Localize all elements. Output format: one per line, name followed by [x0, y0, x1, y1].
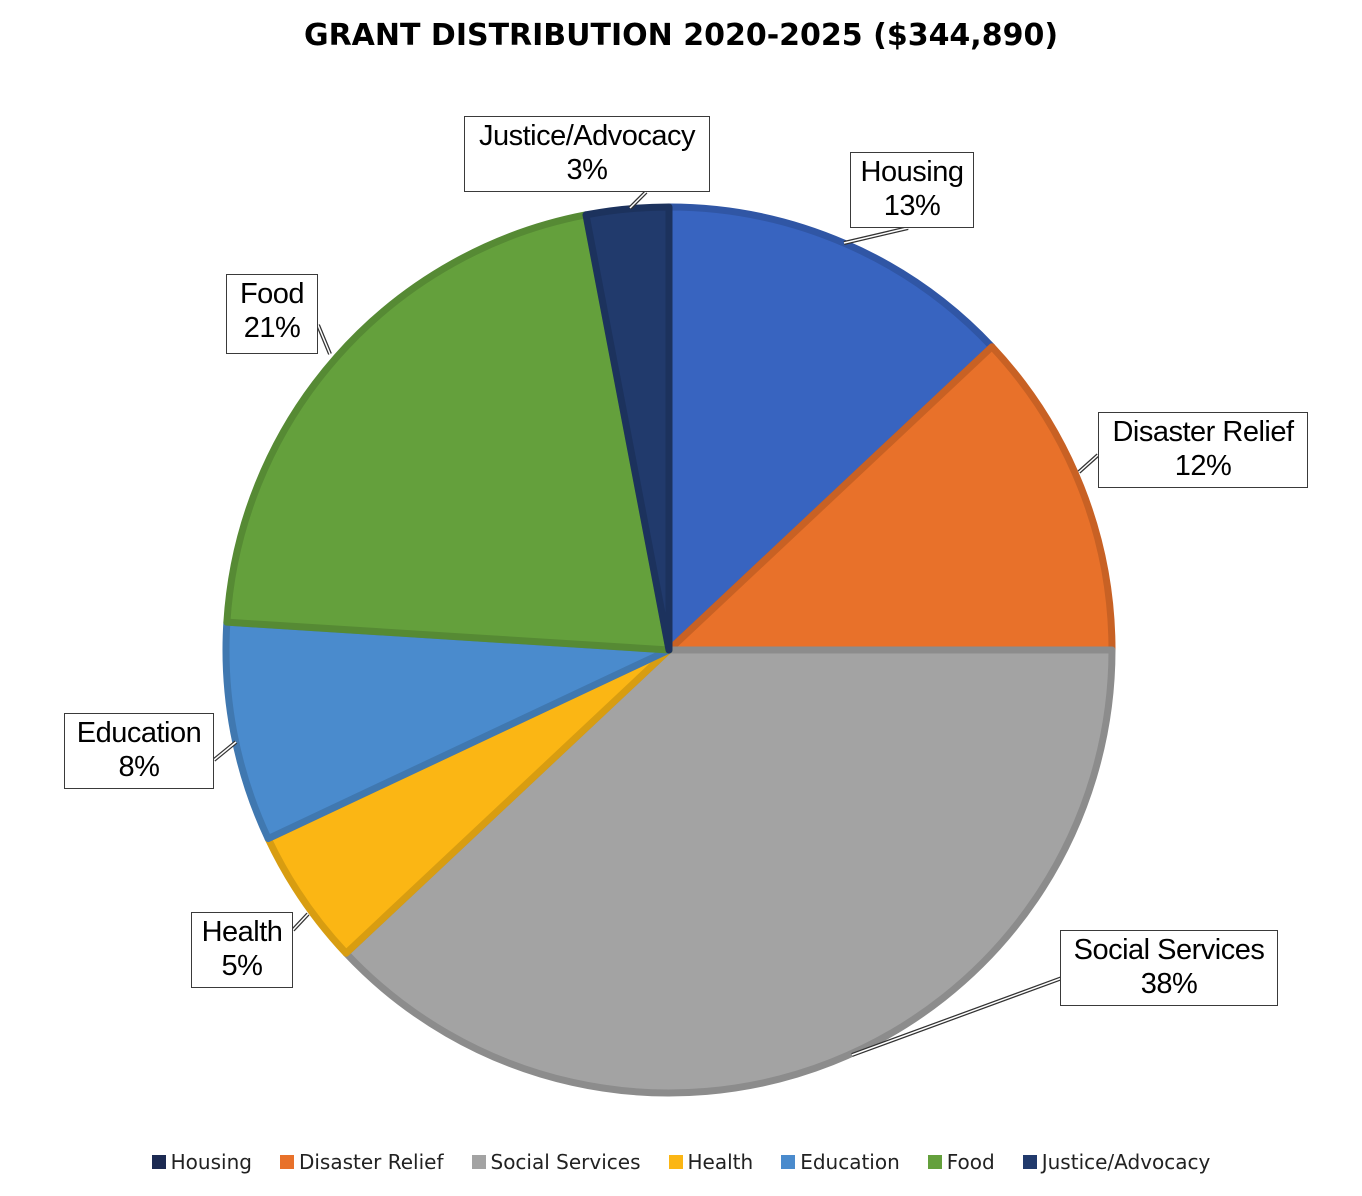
pie-slice-justice-advocacy	[582, 203, 673, 654]
callout-social-services-label: Social Services	[1073, 934, 1265, 966]
legend-label: Disaster Relief	[298, 1150, 444, 1174]
legend-label: Health	[687, 1150, 754, 1174]
callout-education-label: Education	[76, 717, 202, 749]
callout-justice-advocacy: Justice/Advocacy 3%	[464, 116, 710, 192]
chart-title: GRANT DISTRIBUTION 2020-2025 ($344,890)	[303, 18, 1059, 53]
pie-slice-food	[223, 211, 673, 654]
callout-housing-label: Housing	[860, 156, 964, 188]
legend-label: Social Services	[490, 1150, 641, 1174]
legend-item-justice-advocacy: Justice/Advocacy	[1022, 1150, 1211, 1174]
legend-label: Education	[800, 1150, 900, 1174]
leader-line-education	[213, 741, 237, 761]
legend-item-education: Education	[781, 1150, 900, 1174]
chart-legend: Housing Disaster Relief Social Services …	[0, 1150, 1362, 1174]
leader-line-food	[317, 324, 331, 355]
legend-swatch	[279, 1155, 294, 1169]
legend-swatch	[668, 1155, 683, 1169]
legend-swatch	[151, 1155, 166, 1169]
legend-swatch	[781, 1155, 796, 1169]
pie-slice-education	[222, 618, 673, 843]
callout-food-label: Food	[239, 278, 305, 310]
legend-swatch	[471, 1155, 486, 1169]
callout-leader-lines	[212, 190, 1100, 1057]
leader-line-social-services	[851, 977, 1063, 1056]
leader-line-health	[292, 913, 309, 931]
callout-disaster-relief-label: Disaster Relief	[1112, 416, 1294, 448]
pie-slice-disaster-relief	[665, 343, 1116, 654]
leader-line-disaster-relief	[1078, 454, 1099, 473]
callout-disaster-relief-percent: 12%	[1174, 450, 1232, 482]
legend-item-disaster-relief: Disaster Relief	[279, 1150, 444, 1174]
callout-justice-advocacy-label: Justice/Advocacy	[478, 120, 696, 152]
legend-label: Housing	[170, 1150, 252, 1174]
callout-disaster-relief: Disaster Relief 12%	[1098, 412, 1308, 488]
callout-education-percent: 8%	[118, 751, 160, 783]
callout-health: Health 5%	[191, 912, 293, 988]
leader-line-housing	[843, 227, 909, 244]
callout-social-services: Social Services 38%	[1060, 930, 1278, 1006]
pie-slices	[222, 203, 1116, 1097]
callout-housing-percent: 13%	[883, 190, 941, 222]
callout-food-percent: 21%	[243, 312, 301, 344]
callout-housing: Housing 13%	[850, 152, 974, 228]
callout-education: Education 8%	[64, 713, 214, 789]
callout-social-services-percent: 38%	[1140, 968, 1198, 1000]
callout-food: Food 21%	[226, 274, 318, 354]
legend-item-social-services: Social Services	[471, 1150, 641, 1174]
legend-item-food: Food	[927, 1150, 995, 1174]
legend-item-health: Health	[668, 1150, 754, 1174]
callout-health-label: Health	[201, 916, 283, 948]
pie-slice-social-services	[342, 646, 1116, 1097]
legend-swatch	[1022, 1155, 1037, 1169]
leader-line-justice-advocacy	[629, 191, 647, 209]
legend-label: Justice/Advocacy	[1041, 1150, 1211, 1174]
legend-item-housing: Housing	[151, 1150, 252, 1174]
legend-swatch	[927, 1155, 942, 1169]
callout-health-percent: 5%	[221, 950, 263, 982]
callout-justice-advocacy-percent: 3%	[566, 154, 608, 186]
legend-label: Food	[946, 1150, 995, 1174]
